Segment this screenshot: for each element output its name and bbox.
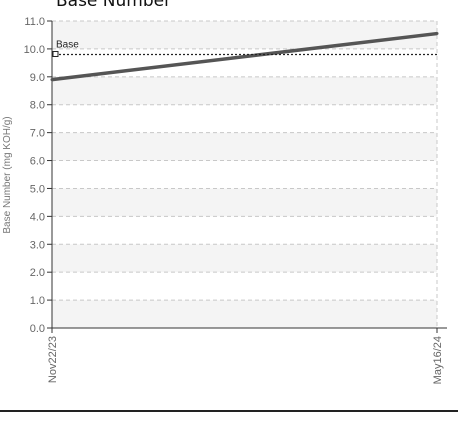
x-tick-label: Nov22/23 <box>47 336 59 383</box>
y-tick-label: 4.0 <box>30 211 45 223</box>
plot-bands <box>52 21 437 328</box>
plot-band <box>52 188 437 217</box>
plot-band <box>52 216 437 245</box>
x-ticks: Nov22/23 May16/24 <box>47 328 444 384</box>
y-tick-label: 8.0 <box>30 100 45 112</box>
reference-lines: Base <box>52 39 437 57</box>
plot-band <box>52 300 437 328</box>
y-tick-label: 6.0 <box>30 156 45 168</box>
x-tick-label: May16/24 <box>432 336 444 384</box>
bottom-rule <box>0 410 458 412</box>
series-layer <box>50 31 439 82</box>
plot-band <box>52 104 437 133</box>
y-tick-label: 5.0 <box>30 183 45 195</box>
plot-band <box>52 160 437 189</box>
y-tick-label: 10.0 <box>24 44 45 56</box>
y-tick-label: 1.0 <box>30 295 45 307</box>
y-axis-label: Base Number (mg KOH/g) <box>2 116 13 233</box>
y-ticks: 0.0 1.0 2.0 3.0 4.0 5.0 6.0 7.0 8.0 9.0 10.0 11.0 <box>24 16 52 335</box>
data-point <box>50 78 54 82</box>
y-tick-label: 7.0 <box>30 128 45 140</box>
y-tick-label: 3.0 <box>30 239 45 251</box>
y-tick-label: 0.0 <box>30 323 45 335</box>
grid-lines <box>52 20 438 328</box>
plot-band <box>52 76 437 105</box>
y-tick-label: 2.0 <box>30 267 45 279</box>
y-tick-label: 9.0 <box>30 72 45 84</box>
plot-band <box>52 21 437 49</box>
data-point <box>435 32 439 36</box>
plot-band <box>52 272 437 301</box>
axes <box>51 21 447 329</box>
series-line <box>51 31 438 82</box>
y-tick-label: 11.0 <box>24 16 45 28</box>
reference-marker <box>52 50 59 57</box>
chart-title: Base Number <box>56 0 172 11</box>
plot-band <box>52 244 437 273</box>
reference-label: Base <box>56 39 79 50</box>
plot-band <box>52 132 437 161</box>
